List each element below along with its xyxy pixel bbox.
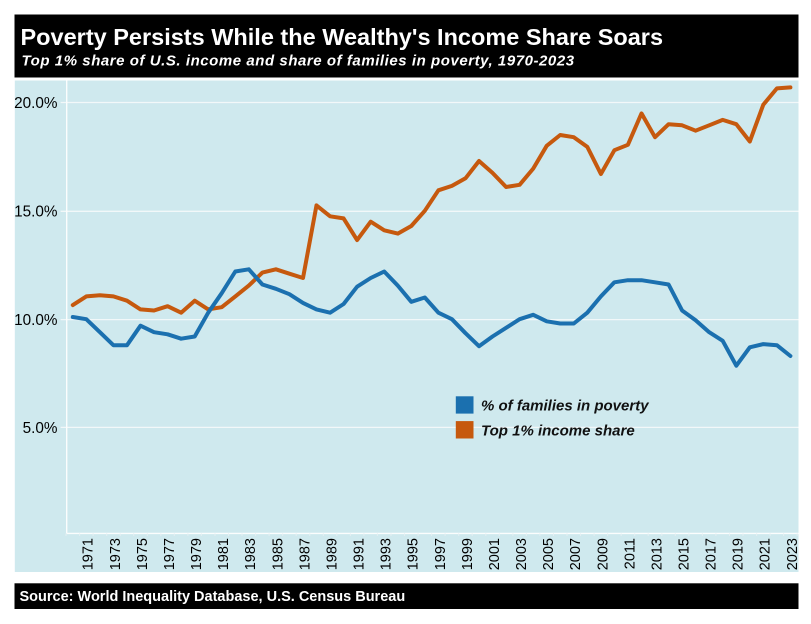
svg-text:1985: 1985 (270, 538, 286, 570)
svg-text:% of families in poverty: % of families in poverty (481, 398, 649, 415)
svg-text:Poverty Persists While the Wea: Poverty Persists While the Wealthy's Inc… (21, 24, 664, 50)
svg-text:10.0%: 10.0% (14, 312, 58, 329)
svg-text:2007: 2007 (568, 538, 584, 570)
svg-text:2015: 2015 (677, 538, 693, 570)
svg-text:20.0%: 20.0% (14, 95, 58, 112)
svg-text:1997: 1997 (433, 538, 449, 570)
svg-text:2013: 2013 (649, 538, 665, 570)
svg-text:2021: 2021 (758, 538, 774, 570)
svg-text:2017: 2017 (704, 538, 720, 570)
svg-text:Source: World Inequality Datab: Source: World Inequality Database, U.S. … (20, 589, 406, 605)
svg-text:2011: 2011 (622, 538, 638, 569)
svg-text:1991: 1991 (352, 538, 368, 570)
svg-text:2005: 2005 (541, 538, 557, 570)
svg-text:2009: 2009 (595, 538, 611, 570)
svg-text:Top 1% income share: Top 1% income share (481, 422, 635, 439)
svg-text:2001: 2001 (487, 538, 503, 570)
svg-text:2023: 2023 (785, 538, 801, 570)
svg-text:2003: 2003 (514, 538, 530, 570)
svg-text:1989: 1989 (325, 538, 341, 570)
svg-text:1975: 1975 (135, 538, 151, 570)
svg-text:2019: 2019 (731, 538, 747, 570)
svg-text:15.0%: 15.0% (14, 204, 58, 221)
svg-text:1981: 1981 (216, 538, 232, 570)
svg-text:1993: 1993 (379, 538, 395, 570)
svg-text:1983: 1983 (243, 538, 259, 570)
svg-text:1999: 1999 (460, 538, 476, 570)
svg-text:1973: 1973 (108, 538, 124, 570)
svg-text:5.0%: 5.0% (23, 420, 58, 437)
svg-text:1987: 1987 (297, 538, 313, 570)
svg-text:1995: 1995 (406, 538, 422, 570)
svg-text:1979: 1979 (189, 538, 205, 570)
svg-text:1977: 1977 (162, 538, 178, 570)
svg-text:1971: 1971 (81, 538, 97, 570)
svg-text:Top 1% share of U.S. income an: Top 1% share of U.S. income and share of… (22, 52, 575, 69)
